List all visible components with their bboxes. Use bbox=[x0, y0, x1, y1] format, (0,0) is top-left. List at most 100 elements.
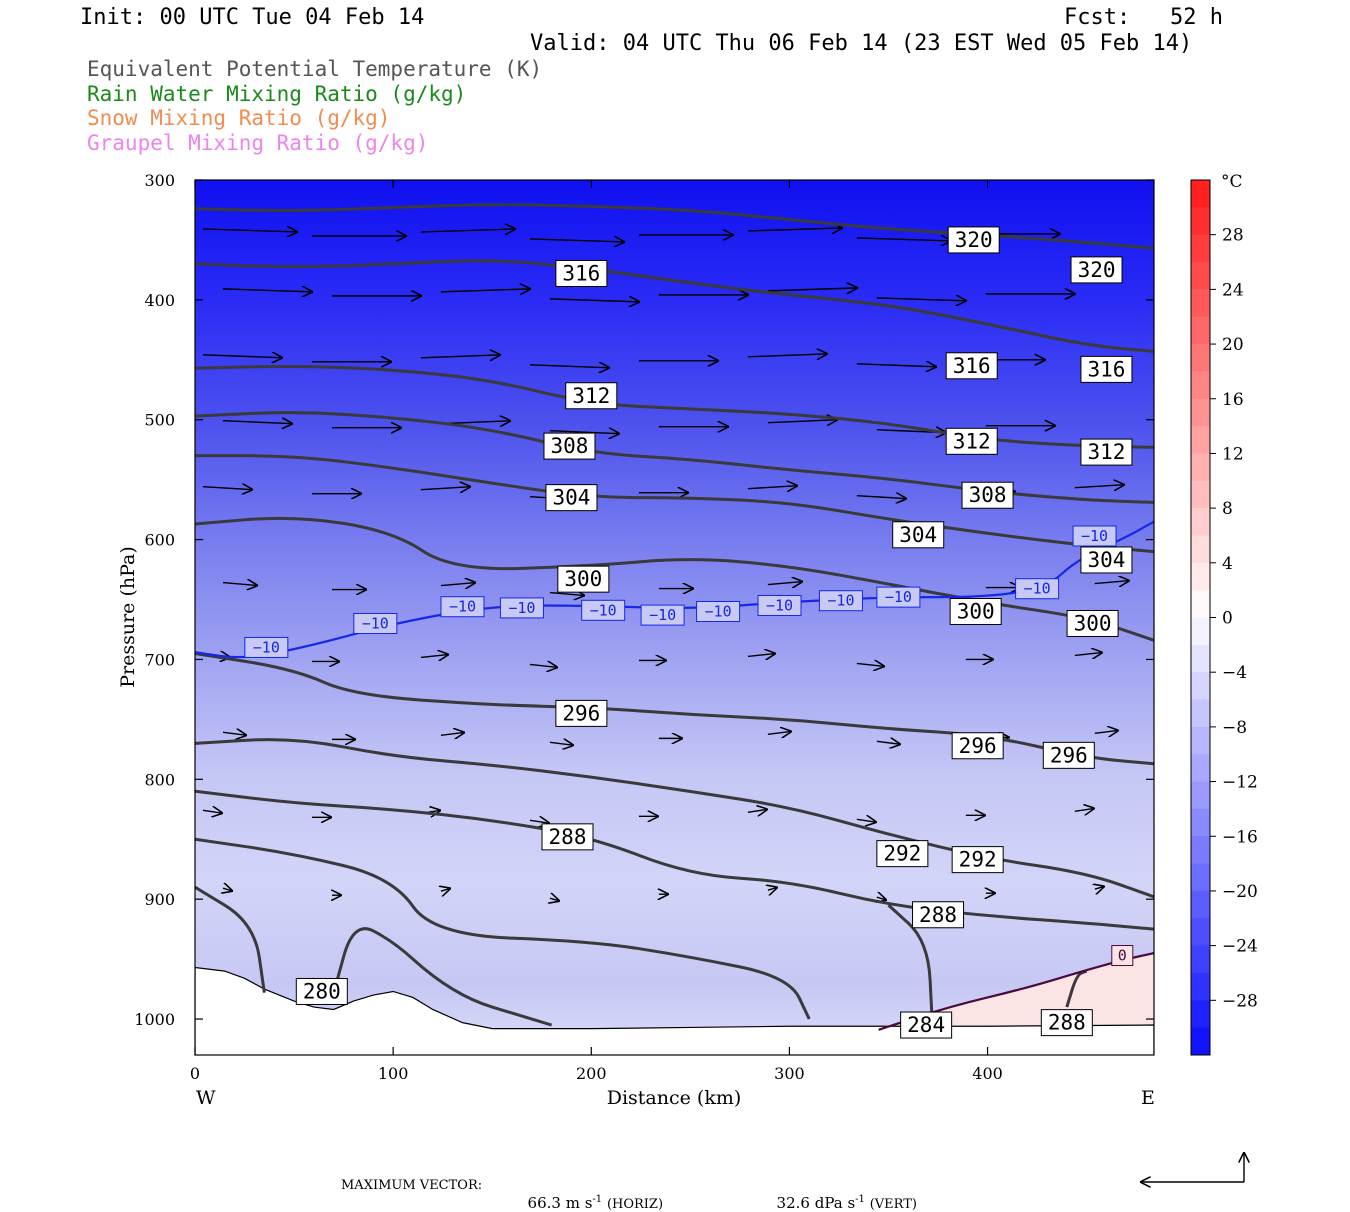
theta-e-contour bbox=[887, 904, 934, 1020]
colorbar-bin bbox=[1191, 316, 1210, 345]
wind-vector bbox=[440, 583, 476, 586]
east-label: E bbox=[1141, 1087, 1155, 1109]
wind-vector bbox=[876, 741, 901, 744]
colorbar-tick-label: −20 bbox=[1222, 882, 1258, 902]
wind-vector bbox=[440, 732, 465, 735]
contour-label: 320 bbox=[955, 228, 993, 252]
colorbar-bin bbox=[1191, 262, 1210, 290]
colorbar: 28 24 20 16 12 8 4 0 −4 −8 −12 −16 −20 −24 −28 bbox=[1190, 179, 1258, 1056]
isotherm-label-box bbox=[757, 595, 802, 617]
wind-vector bbox=[856, 364, 937, 367]
colorbar-tick-label: −28 bbox=[1222, 991, 1258, 1011]
isotherm-label: −10 bbox=[885, 588, 912, 606]
wind-vector bbox=[856, 819, 877, 822]
isotherm-labels: −10 −10 −10 −10 −10 −10 −10 −10 −10 −10 −10 −10 0 bbox=[244, 525, 1134, 967]
isotherm-label-box bbox=[1072, 525, 1117, 547]
colorbar-bin bbox=[1191, 890, 1210, 919]
wind-vector bbox=[549, 299, 640, 302]
colorbar-tick-label: 28 bbox=[1222, 226, 1244, 246]
y-tick-label: 900 bbox=[144, 890, 175, 909]
colorbar-tick-label: 12 bbox=[1222, 444, 1244, 464]
colorbar-tick-label: 16 bbox=[1222, 390, 1244, 410]
wind-vector bbox=[1094, 581, 1130, 584]
colorbar-bin bbox=[1191, 508, 1210, 536]
wind-vector bbox=[768, 887, 778, 890]
isotherm-label: −10 bbox=[705, 603, 732, 621]
contour-label-box bbox=[876, 840, 929, 868]
colorbar-bin bbox=[1191, 207, 1210, 236]
colorbar-bin bbox=[1191, 180, 1210, 208]
contour-label: 312 bbox=[1087, 440, 1125, 464]
max-vector-label: MAXIMUM VECTOR: bbox=[341, 1178, 483, 1193]
contour-label-box bbox=[945, 352, 998, 380]
reference-vector bbox=[1140, 1152, 1244, 1182]
isotherm-label: −10 bbox=[508, 599, 535, 617]
contour-label-box bbox=[961, 481, 1014, 509]
contour-label-box bbox=[1080, 355, 1133, 383]
x-axis: 0 100 200 300 400 bbox=[190, 180, 1003, 1083]
contour-label-box bbox=[1080, 546, 1133, 574]
wind-vector bbox=[767, 731, 792, 734]
theta-e-contour bbox=[332, 927, 553, 1027]
isotherm-label: −10 bbox=[1081, 527, 1108, 545]
isotherm-label-box bbox=[581, 599, 626, 621]
wind-vector bbox=[223, 888, 233, 891]
contour-label-box bbox=[912, 901, 965, 929]
forecast-hour: Fcst: 52 h bbox=[1064, 5, 1223, 30]
colorbar-tick-label: −12 bbox=[1222, 773, 1258, 793]
colorbar-bin bbox=[1191, 781, 1210, 810]
x-tick-label: 400 bbox=[972, 1064, 1003, 1083]
colorbar-bin bbox=[1191, 808, 1210, 837]
y-tick-label: 500 bbox=[144, 411, 175, 430]
contour-label-box bbox=[565, 382, 618, 410]
wind-vector bbox=[1074, 485, 1125, 488]
horizontal-max: 66.3 m s-1 (HORIZ) bbox=[518, 1176, 664, 1212]
contour-label-box bbox=[1040, 1009, 1093, 1037]
colorbar-tick-label: −16 bbox=[1222, 827, 1258, 847]
isotherm-label-box bbox=[696, 601, 741, 623]
wind-vector bbox=[202, 229, 298, 232]
colorbar-bin bbox=[1191, 754, 1210, 783]
contour-label-box bbox=[1042, 741, 1095, 769]
wind-vector bbox=[202, 810, 223, 813]
wind-vector bbox=[747, 809, 768, 812]
theta-e-contour-labels: 320 320 316 316 316 312 312 312 308 308 304 304 304 3… bbox=[295, 226, 1133, 1039]
wind-vector bbox=[549, 593, 585, 596]
colorbar-bin bbox=[1191, 617, 1210, 646]
contour-label-box bbox=[892, 521, 945, 549]
colorbar-bin bbox=[1191, 344, 1210, 372]
contour-label: 308 bbox=[969, 483, 1007, 507]
horizontal-max-unit: (HORIZ) bbox=[606, 1197, 664, 1212]
wind-vector bbox=[529, 239, 625, 242]
colorbar-bin bbox=[1191, 590, 1210, 618]
contour-label: 304 bbox=[899, 523, 937, 547]
colorbar-bin bbox=[1191, 562, 1210, 591]
isotherm-label: −10 bbox=[362, 614, 389, 632]
isotherm-label: −10 bbox=[449, 598, 476, 616]
wind-vector bbox=[529, 664, 558, 667]
west-label: W bbox=[196, 1087, 216, 1109]
colorbar-bin bbox=[1191, 535, 1210, 564]
isotherm-label-box bbox=[1111, 945, 1134, 967]
y-tick-label: 400 bbox=[144, 291, 175, 310]
theta-e-contour bbox=[195, 454, 1154, 554]
colorbar-bin bbox=[1191, 863, 1210, 892]
colorbar-bin bbox=[1191, 426, 1210, 454]
colorbar-tick-label: 4 bbox=[1222, 554, 1233, 574]
y-tick-label: 1000 bbox=[134, 1010, 175, 1029]
colorbar-bin bbox=[1191, 672, 1210, 701]
colorbar-tick-label: 8 bbox=[1222, 499, 1233, 519]
contour-label: 316 bbox=[953, 354, 991, 378]
x-tick-label: 0 bbox=[190, 1064, 200, 1083]
colorbar-bin bbox=[1191, 480, 1210, 509]
wind-vector bbox=[549, 742, 574, 745]
wind-vector bbox=[202, 355, 283, 358]
colorbar-unit: °C bbox=[1221, 172, 1243, 192]
contour-label: 300 bbox=[564, 567, 602, 591]
legend-snow: Snow Mixing Ratio (g/kg) bbox=[87, 106, 391, 130]
plot-frame bbox=[194, 179, 1155, 1056]
colorbar-bin bbox=[1191, 836, 1210, 865]
contour-label: 296 bbox=[959, 734, 997, 758]
colorbar-tick-label: −4 bbox=[1222, 663, 1247, 683]
wind-vector bbox=[856, 663, 885, 666]
